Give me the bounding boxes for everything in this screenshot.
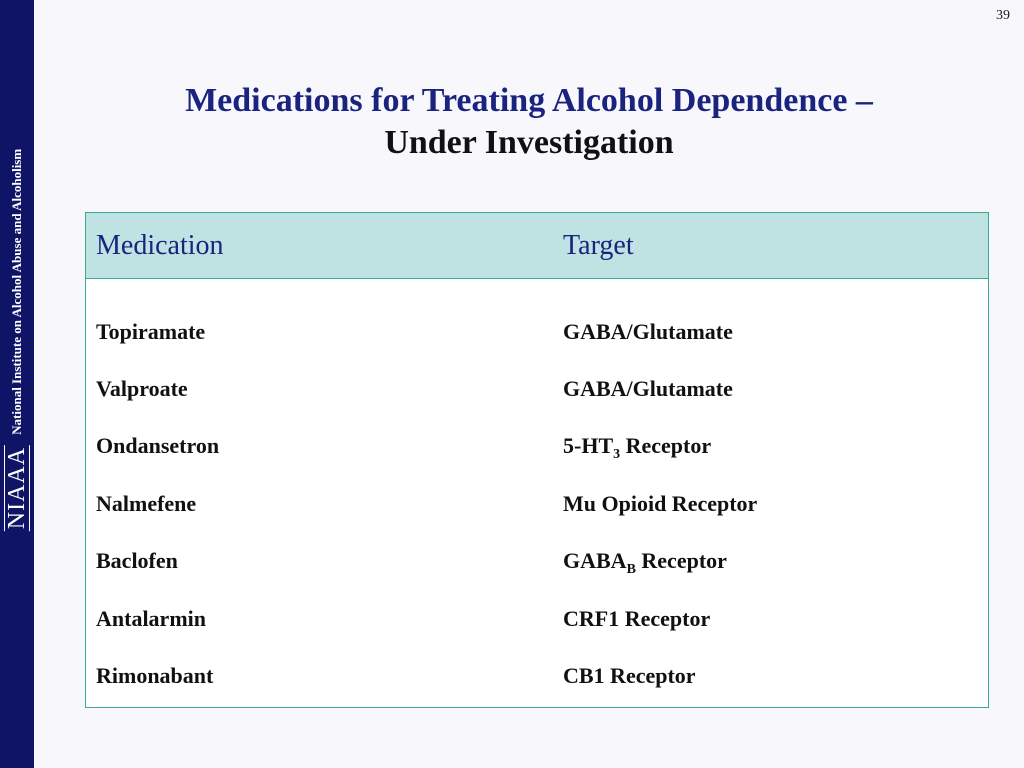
header-medication: Medication bbox=[96, 229, 224, 261]
table-row: Nalmefene Mu Opioid Receptor bbox=[86, 475, 988, 532]
table-row: Rimonabant CB1 Receptor bbox=[86, 647, 988, 704]
target-cell: GABA/Glutamate bbox=[553, 319, 988, 345]
target-cell: GABA/Glutamate bbox=[553, 376, 988, 402]
niaaa-logo: NIAAA bbox=[4, 444, 30, 532]
medications-table: Medication Target Topiramate GABA/Glutam… bbox=[85, 212, 989, 708]
target-subscript: B bbox=[626, 562, 636, 578]
target-cell: CRF1 Receptor bbox=[553, 606, 988, 632]
target-cell: Mu Opioid Receptor bbox=[553, 491, 988, 517]
title-line-1: Medications for Treating Alcohol Depende… bbox=[185, 82, 873, 119]
target-cell: CB1 Receptor bbox=[553, 663, 988, 689]
title-line-2: Under Investigation bbox=[384, 124, 674, 161]
sidebar-branding: NIAAA National Institute on Alcohol Abus… bbox=[4, 148, 30, 532]
slide-number: 39 bbox=[996, 8, 1010, 23]
table-row: Valproate GABA/Glutamate bbox=[86, 360, 988, 417]
target-suffix: Receptor bbox=[620, 433, 712, 459]
target-text: GABA/Glutamate bbox=[563, 376, 733, 402]
medication-cell: Nalmefene bbox=[96, 490, 197, 516]
target-text: CRF1 Receptor bbox=[563, 605, 711, 631]
slide-title: Medications for Treating Alcohol Depende… bbox=[34, 80, 1024, 164]
target-text: CB1 Receptor bbox=[563, 663, 696, 689]
sidebar: NIAAA National Institute on Alcohol Abus… bbox=[0, 0, 34, 768]
target-subscript: 3 bbox=[613, 447, 621, 463]
medication-cell: Topiramate bbox=[96, 318, 206, 344]
medication-cell: Ondansetron bbox=[96, 433, 220, 459]
target-cell: 5-HT3 Receptor bbox=[553, 433, 988, 463]
table-row: Baclofen GABAB Receptor bbox=[86, 533, 988, 590]
target-text: 5-HT bbox=[563, 433, 614, 459]
medication-cell: Rimonabant bbox=[96, 663, 214, 689]
target-text: Mu Opioid Receptor bbox=[563, 490, 758, 516]
table-row: Topiramate GABA/Glutamate bbox=[86, 303, 988, 360]
target-suffix: Receptor bbox=[635, 548, 727, 574]
target-cell: GABAB Receptor bbox=[553, 548, 988, 578]
table-row: Ondansetron 5-HT3 Receptor bbox=[86, 418, 988, 475]
table-body: Topiramate GABA/Glutamate Valproate GABA… bbox=[86, 279, 988, 705]
table-row: Antalarmin CRF1 Receptor bbox=[86, 590, 988, 647]
organization-name: National Institute on Alcohol Abuse and … bbox=[9, 148, 24, 435]
header-target: Target bbox=[563, 229, 634, 261]
target-text: GABA bbox=[563, 548, 627, 574]
medication-cell: Antalarmin bbox=[96, 605, 206, 631]
medication-cell: Valproate bbox=[96, 376, 188, 402]
medication-cell: Baclofen bbox=[96, 548, 178, 574]
target-text: GABA/Glutamate bbox=[563, 318, 733, 344]
table-header: Medication Target bbox=[86, 213, 988, 279]
